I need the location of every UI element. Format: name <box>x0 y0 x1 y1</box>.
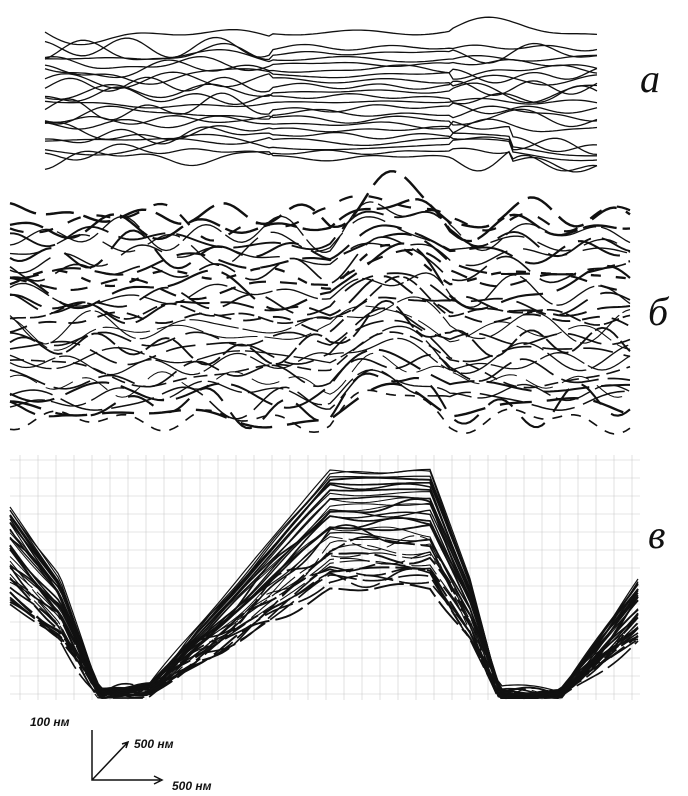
trace <box>10 350 630 408</box>
scale-label: 100 нм <box>30 715 70 729</box>
trace <box>10 499 638 698</box>
scale-depth <box>92 742 128 780</box>
scale-label: 500 нм <box>134 737 174 751</box>
trace <box>45 38 597 58</box>
trace <box>10 561 638 698</box>
panel-label: а <box>640 56 660 101</box>
background-grid <box>10 455 640 700</box>
figure: а б в 100 нм 500 нм 500 нм <box>0 0 688 796</box>
trace <box>45 109 597 126</box>
trace <box>10 567 638 698</box>
trace <box>10 244 630 310</box>
trace <box>45 17 597 44</box>
trace <box>10 536 638 698</box>
trace <box>10 518 638 697</box>
trace <box>10 353 630 397</box>
trace <box>45 65 597 84</box>
panel-label: б <box>648 289 670 334</box>
trace <box>10 527 638 695</box>
trace <box>10 564 638 698</box>
profile-traces <box>10 17 638 698</box>
trace <box>10 469 638 694</box>
trace <box>10 575 638 697</box>
panel-label: в <box>648 512 665 557</box>
trace <box>10 516 638 698</box>
trace <box>10 537 638 698</box>
trace <box>10 537 638 698</box>
trace <box>10 326 630 373</box>
trace <box>10 584 638 698</box>
scale-label: 500 нм <box>172 779 212 793</box>
trace <box>10 199 630 241</box>
trace <box>10 484 638 698</box>
trace <box>10 496 638 696</box>
trace <box>10 512 638 697</box>
trace <box>10 225 630 268</box>
trace <box>45 77 597 95</box>
trace <box>10 498 638 695</box>
trace <box>45 86 597 105</box>
trace <box>10 476 638 695</box>
